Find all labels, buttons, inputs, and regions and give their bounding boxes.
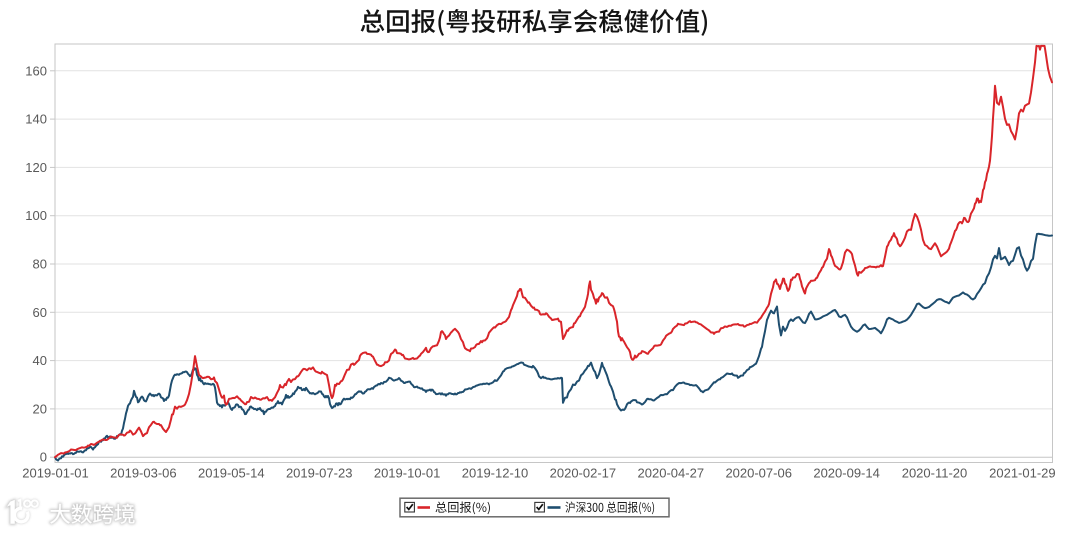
svg-text:160: 160	[25, 63, 47, 78]
svg-text:0: 0	[40, 450, 47, 465]
svg-text:2020-07-06: 2020-07-06	[725, 466, 792, 481]
svg-text:140: 140	[25, 112, 47, 127]
svg-text:2019-10-01: 2019-10-01	[374, 466, 441, 481]
svg-text:2020-02-17: 2020-02-17	[550, 466, 617, 481]
svg-text:2019-03-06: 2019-03-06	[110, 466, 177, 481]
svg-text:2020-09-14: 2020-09-14	[813, 466, 880, 481]
svg-text:2020-04-27: 2020-04-27	[638, 466, 705, 481]
svg-text:2019-01-01: 2019-01-01	[22, 466, 89, 481]
svg-text:2019-07-23: 2019-07-23	[286, 466, 353, 481]
svg-text:60: 60	[33, 305, 47, 320]
svg-text:2021-01-29: 2021-01-29	[989, 466, 1056, 481]
svg-text:2020-11-20: 2020-11-20	[902, 466, 968, 481]
svg-text:120: 120	[25, 160, 47, 175]
svg-text:40: 40	[33, 353, 47, 368]
svg-text:80: 80	[33, 257, 47, 272]
svg-text:20: 20	[33, 401, 47, 416]
svg-text:2019-12-10: 2019-12-10	[462, 466, 529, 481]
svg-text:2019-05-14: 2019-05-14	[198, 466, 265, 481]
svg-text:100: 100	[25, 208, 47, 223]
